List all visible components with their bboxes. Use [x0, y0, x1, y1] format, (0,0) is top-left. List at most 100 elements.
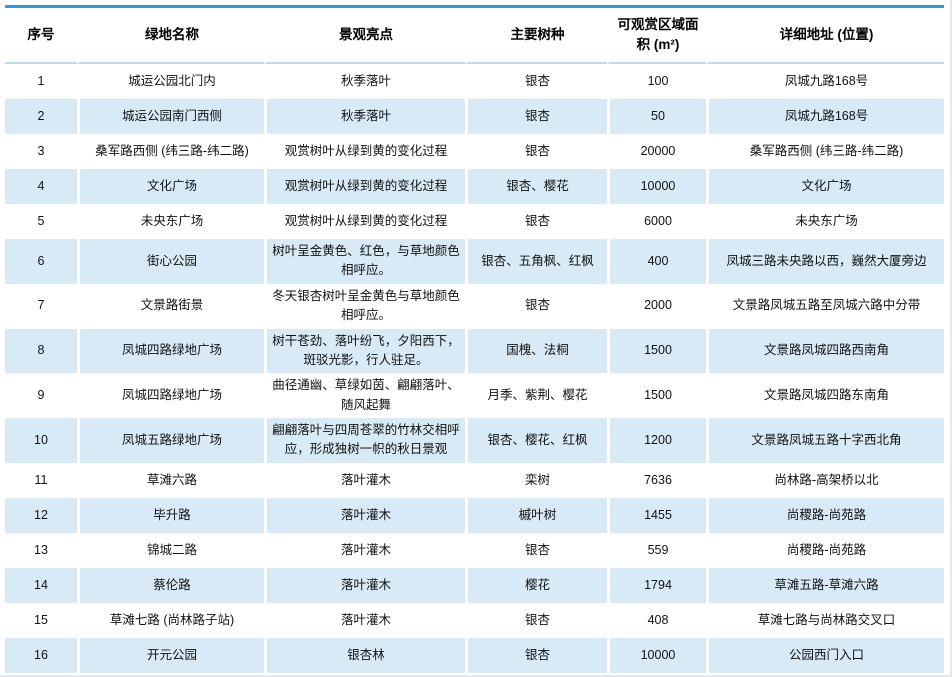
table-body: 1 城运公园北门内 秋季落叶 银杏 100 凤城九路168号 2 城运公园南门西侧 秋季落叶 银杏…: [5, 64, 944, 675]
cell-species: 银杏、樱花: [465, 169, 607, 204]
cell-name: 街心公园: [77, 239, 264, 284]
table-row: 11 草滩六路 落叶灌木 栾树 7636 尚林路-高架桥以北: [5, 462, 944, 498]
cell-name: 城运公园北门内: [77, 64, 264, 99]
cell-species: 栾树: [465, 462, 607, 498]
cell-name: 凤城五路绿地广场: [77, 418, 264, 463]
cell-address: 尚林路-高架桥以北: [706, 462, 944, 498]
table-row: 17开元公园樱花坡樱花10000公园南门入口: [5, 672, 944, 675]
cell-area: 20000: [607, 134, 706, 169]
cell-seq: 14: [5, 567, 77, 603]
cell-area: 10000: [607, 169, 706, 204]
cell-area: 6000: [607, 204, 706, 239]
table-header: 序号 绿地名称 景观亮点 主要树种 可观赏区域面积 (m²) 详细地址 (位置): [5, 8, 944, 64]
cell-address: 凤城九路168号: [706, 99, 944, 134]
foliage-table: 序号 绿地名称 景观亮点 主要树种 可观赏区域面积 (m²) 详细地址 (位置)…: [5, 5, 944, 675]
cell-species: 银杏: [465, 99, 607, 134]
cell-address: 凤城三路未央路以西，巍然大厦旁边: [706, 239, 944, 284]
cell-seq: 1: [5, 64, 77, 99]
cell-address: 未央东广场: [706, 204, 944, 239]
cell-species: 月季、紫荆、樱花: [465, 373, 607, 418]
cell-area: 559: [607, 532, 706, 568]
table-row: 15 草滩七路 (尚林路子站) 落叶灌木 银杏 408 草滩七路与尚林路交叉口: [5, 602, 944, 638]
cell-highlight: 银杏林: [264, 637, 465, 673]
cell-species: 银杏: [465, 637, 607, 673]
table-row: 6 街心公园 树叶呈金黄色、红色，与草地颜色相呼应。 银杏、五角枫、红枫 400 凤城三路…: [5, 239, 944, 284]
cell-name: 桑军路西侧 (纬三路-纬二路): [77, 134, 264, 169]
cell-area: 1794: [607, 567, 706, 603]
table-row: 10 凤城五路绿地广场 翩翩落叶与四周苍翠的竹林交相呼应，形成独树一帜的秋日景观 银杏…: [5, 418, 944, 463]
cell-name: 草滩七路 (尚林路子站): [77, 602, 264, 638]
cell-address: 尚稷路-尚苑路: [706, 532, 944, 568]
table-row: 12 毕升路 落叶灌木 槭叶树 1455 尚稷路-尚苑路: [5, 497, 944, 533]
table-row: 9 凤城四路绿地广场 曲径通幽、草绿如茵、翩翩落叶、随风起舞 月季、紫荆、樱花 1500…: [5, 373, 944, 418]
cell-highlight: 秋季落叶: [264, 64, 465, 99]
cell-seq: 5: [5, 204, 77, 239]
header-row: 序号 绿地名称 景观亮点 主要树种 可观赏区域面积 (m²) 详细地址 (位置): [5, 8, 944, 64]
cell-species: 银杏: [465, 602, 607, 638]
cell-name: 锦城二路: [77, 532, 264, 568]
cell-species: 樱花: [465, 672, 607, 675]
cell-species: 银杏: [465, 283, 607, 329]
cell-species: 国槐、法桐: [465, 328, 607, 374]
cell-species: 银杏: [465, 134, 607, 169]
cell-name: 未央东广场: [77, 204, 264, 239]
cell-seq: 16: [5, 637, 77, 673]
col-header-area: 可观赏区域面积 (m²): [607, 8, 706, 64]
cell-species: 银杏、樱花、红枫: [465, 418, 607, 463]
cell-species: 银杏、五角枫、红枫: [465, 239, 607, 284]
cell-seq: 2: [5, 99, 77, 134]
cell-address: 草滩五路-草滩六路: [706, 567, 944, 603]
cell-name: 开元公园: [77, 637, 264, 673]
cell-highlight: 秋季落叶: [264, 99, 465, 134]
cell-species: 银杏: [465, 204, 607, 239]
col-header-highlight: 景观亮点: [264, 8, 465, 64]
cell-address: 文景路凤城五路至凤城六路中分带: [706, 283, 944, 329]
cell-area: 100: [607, 64, 706, 99]
cell-species: 樱花: [465, 567, 607, 603]
cell-name: 凤城四路绿地广场: [77, 328, 264, 374]
cell-highlight: 樱花坡: [264, 672, 465, 675]
table-row: 3 桑军路西侧 (纬三路-纬二路) 观赏树叶从绿到黄的变化过程 银杏 20000 桑军路西…: [5, 134, 944, 169]
cell-seq: 4: [5, 169, 77, 204]
cell-seq: 3: [5, 134, 77, 169]
cell-highlight: 落叶灌木: [264, 462, 465, 498]
cell-name: 凤城四路绿地广场: [77, 373, 264, 418]
col-header-seq: 序号: [5, 8, 77, 64]
cell-name: 文景路街景: [77, 283, 264, 329]
table-row: 5 未央东广场 观赏树叶从绿到黄的变化过程 银杏 6000 未央东广场: [5, 204, 944, 239]
cell-species: 银杏: [465, 64, 607, 99]
cell-species: 槭叶树: [465, 497, 607, 533]
cell-address: 桑军路西侧 (纬三路-纬二路): [706, 134, 944, 169]
cell-highlight: 观赏树叶从绿到黄的变化过程: [264, 134, 465, 169]
table-row: 7 文景路街景 冬天银杏树叶呈金黄色与草地颜色相呼应。 银杏 2000 文景路凤城五路至凤…: [5, 283, 944, 329]
cell-highlight: 冬天银杏树叶呈金黄色与草地颜色相呼应。: [264, 283, 465, 329]
cell-seq: 15: [5, 602, 77, 638]
col-header-species: 主要树种: [465, 8, 607, 64]
cell-address: 文景路凤城五路十字西北角: [706, 418, 944, 463]
cell-highlight: 落叶灌木: [264, 567, 465, 603]
cell-area: 2000: [607, 283, 706, 329]
cell-highlight: 树叶呈金黄色、红色，与草地颜色相呼应。: [264, 239, 465, 284]
cell-area: 1200: [607, 418, 706, 463]
cell-address: 公园西门入口: [706, 637, 944, 673]
cell-address: 公园南门入口: [706, 672, 944, 675]
cell-seq: 9: [5, 373, 77, 418]
cell-highlight: 落叶灌木: [264, 602, 465, 638]
cell-highlight: 落叶灌木: [264, 532, 465, 568]
cell-name: 城运公园南门西侧: [77, 99, 264, 134]
cell-address: 文化广场: [706, 169, 944, 204]
table-row: 13 锦城二路 落叶灌木 银杏 559 尚稷路-尚苑路: [5, 532, 944, 568]
table-row: 8 凤城四路绿地广场 树干苍劲、落叶纷飞，夕阳西下，斑驳光影，行人驻足。 国槐、法桐 1…: [5, 328, 944, 374]
cell-highlight: 树干苍劲、落叶纷飞，夕阳西下，斑驳光影，行人驻足。: [264, 328, 465, 374]
table-row: 1 城运公园北门内 秋季落叶 银杏 100 凤城九路168号: [5, 64, 944, 99]
cell-highlight: 翩翩落叶与四周苍翠的竹林交相呼应，形成独树一帜的秋日景观: [264, 418, 465, 463]
cell-area: 7636: [607, 462, 706, 498]
cell-name: 开元公园: [77, 672, 264, 675]
cell-area: 408: [607, 602, 706, 638]
cell-name: 蔡伦路: [77, 567, 264, 603]
cell-area: 10000: [607, 672, 706, 675]
cell-highlight: 观赏树叶从绿到黄的变化过程: [264, 169, 465, 204]
cell-seq: 13: [5, 532, 77, 568]
cell-address: 尚稷路-尚苑路: [706, 497, 944, 533]
cell-area: 400: [607, 239, 706, 284]
